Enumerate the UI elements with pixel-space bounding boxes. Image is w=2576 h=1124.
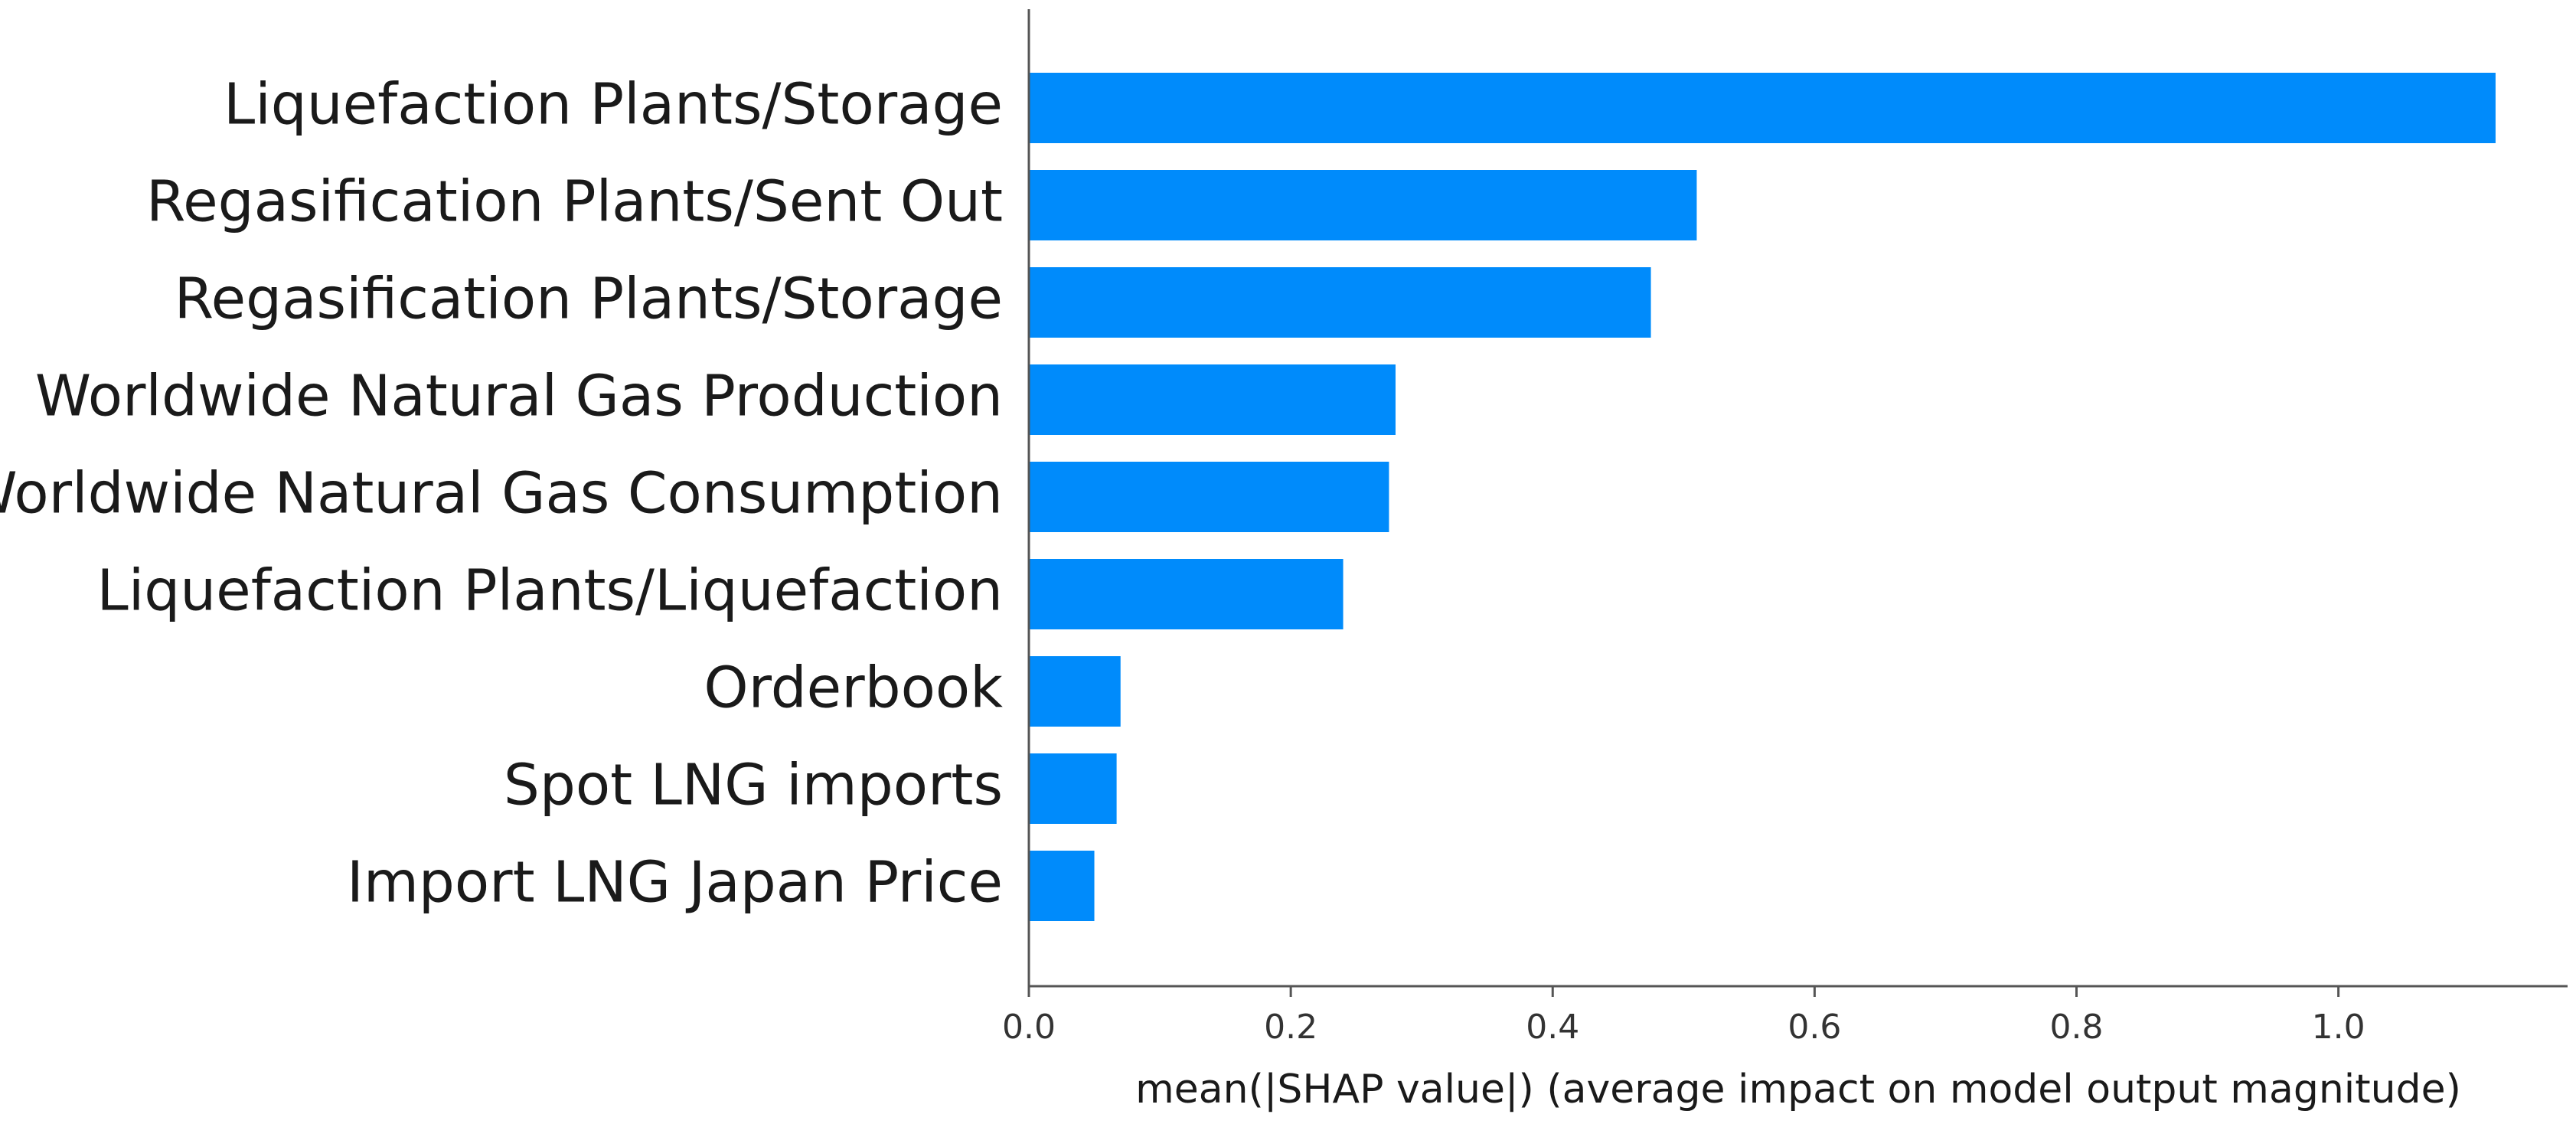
x-ticks: 0.0 0.2 0.4 0.6 0.8 1.0 [1002, 986, 2365, 1047]
category-labels: Liquefaction Plants/Storage Regasificatio… [0, 72, 1003, 916]
x-tick-label-0: 0.0 [1002, 1008, 1056, 1047]
x-axis-title: mean(|SHAP value|) (average impact on mo… [1135, 1067, 2461, 1113]
category-label-3: Worldwide Natural Gas Production [35, 364, 1003, 430]
bars-group [1029, 73, 2496, 921]
category-label-4: Worldwide Natural Gas Consumption [0, 461, 1003, 527]
category-label-6: Orderbook [704, 655, 1003, 721]
bar-0 [1029, 73, 2496, 143]
bar-2 [1029, 267, 1651, 338]
category-label-1: Regasification Plants/Sent Out [146, 169, 1003, 235]
x-tick-label-1: 0.2 [1264, 1008, 1317, 1047]
bar-3 [1029, 364, 1396, 435]
x-tick-label-2: 0.4 [1526, 1008, 1579, 1047]
category-label-7: Spot LNG imports [504, 753, 1003, 818]
bar-1 [1029, 170, 1697, 240]
category-label-5: Liquefaction Plants/Liquefaction [97, 558, 1004, 624]
x-tick-label-5: 1.0 [2312, 1008, 2365, 1047]
category-label-0: Liquefaction Plants/Storage [224, 72, 1003, 138]
x-tick-label-3: 0.6 [1788, 1008, 1841, 1047]
category-label-2: Regasification Plants/Storage [175, 266, 1003, 332]
category-label-8: Import LNG Japan Price [347, 850, 1003, 916]
bar-5 [1029, 559, 1344, 629]
bar-8 [1029, 851, 1095, 921]
bar-6 [1029, 656, 1121, 727]
x-tick-label-4: 0.8 [2050, 1008, 2104, 1047]
bar-7 [1029, 753, 1117, 824]
bar-4 [1029, 462, 1389, 532]
